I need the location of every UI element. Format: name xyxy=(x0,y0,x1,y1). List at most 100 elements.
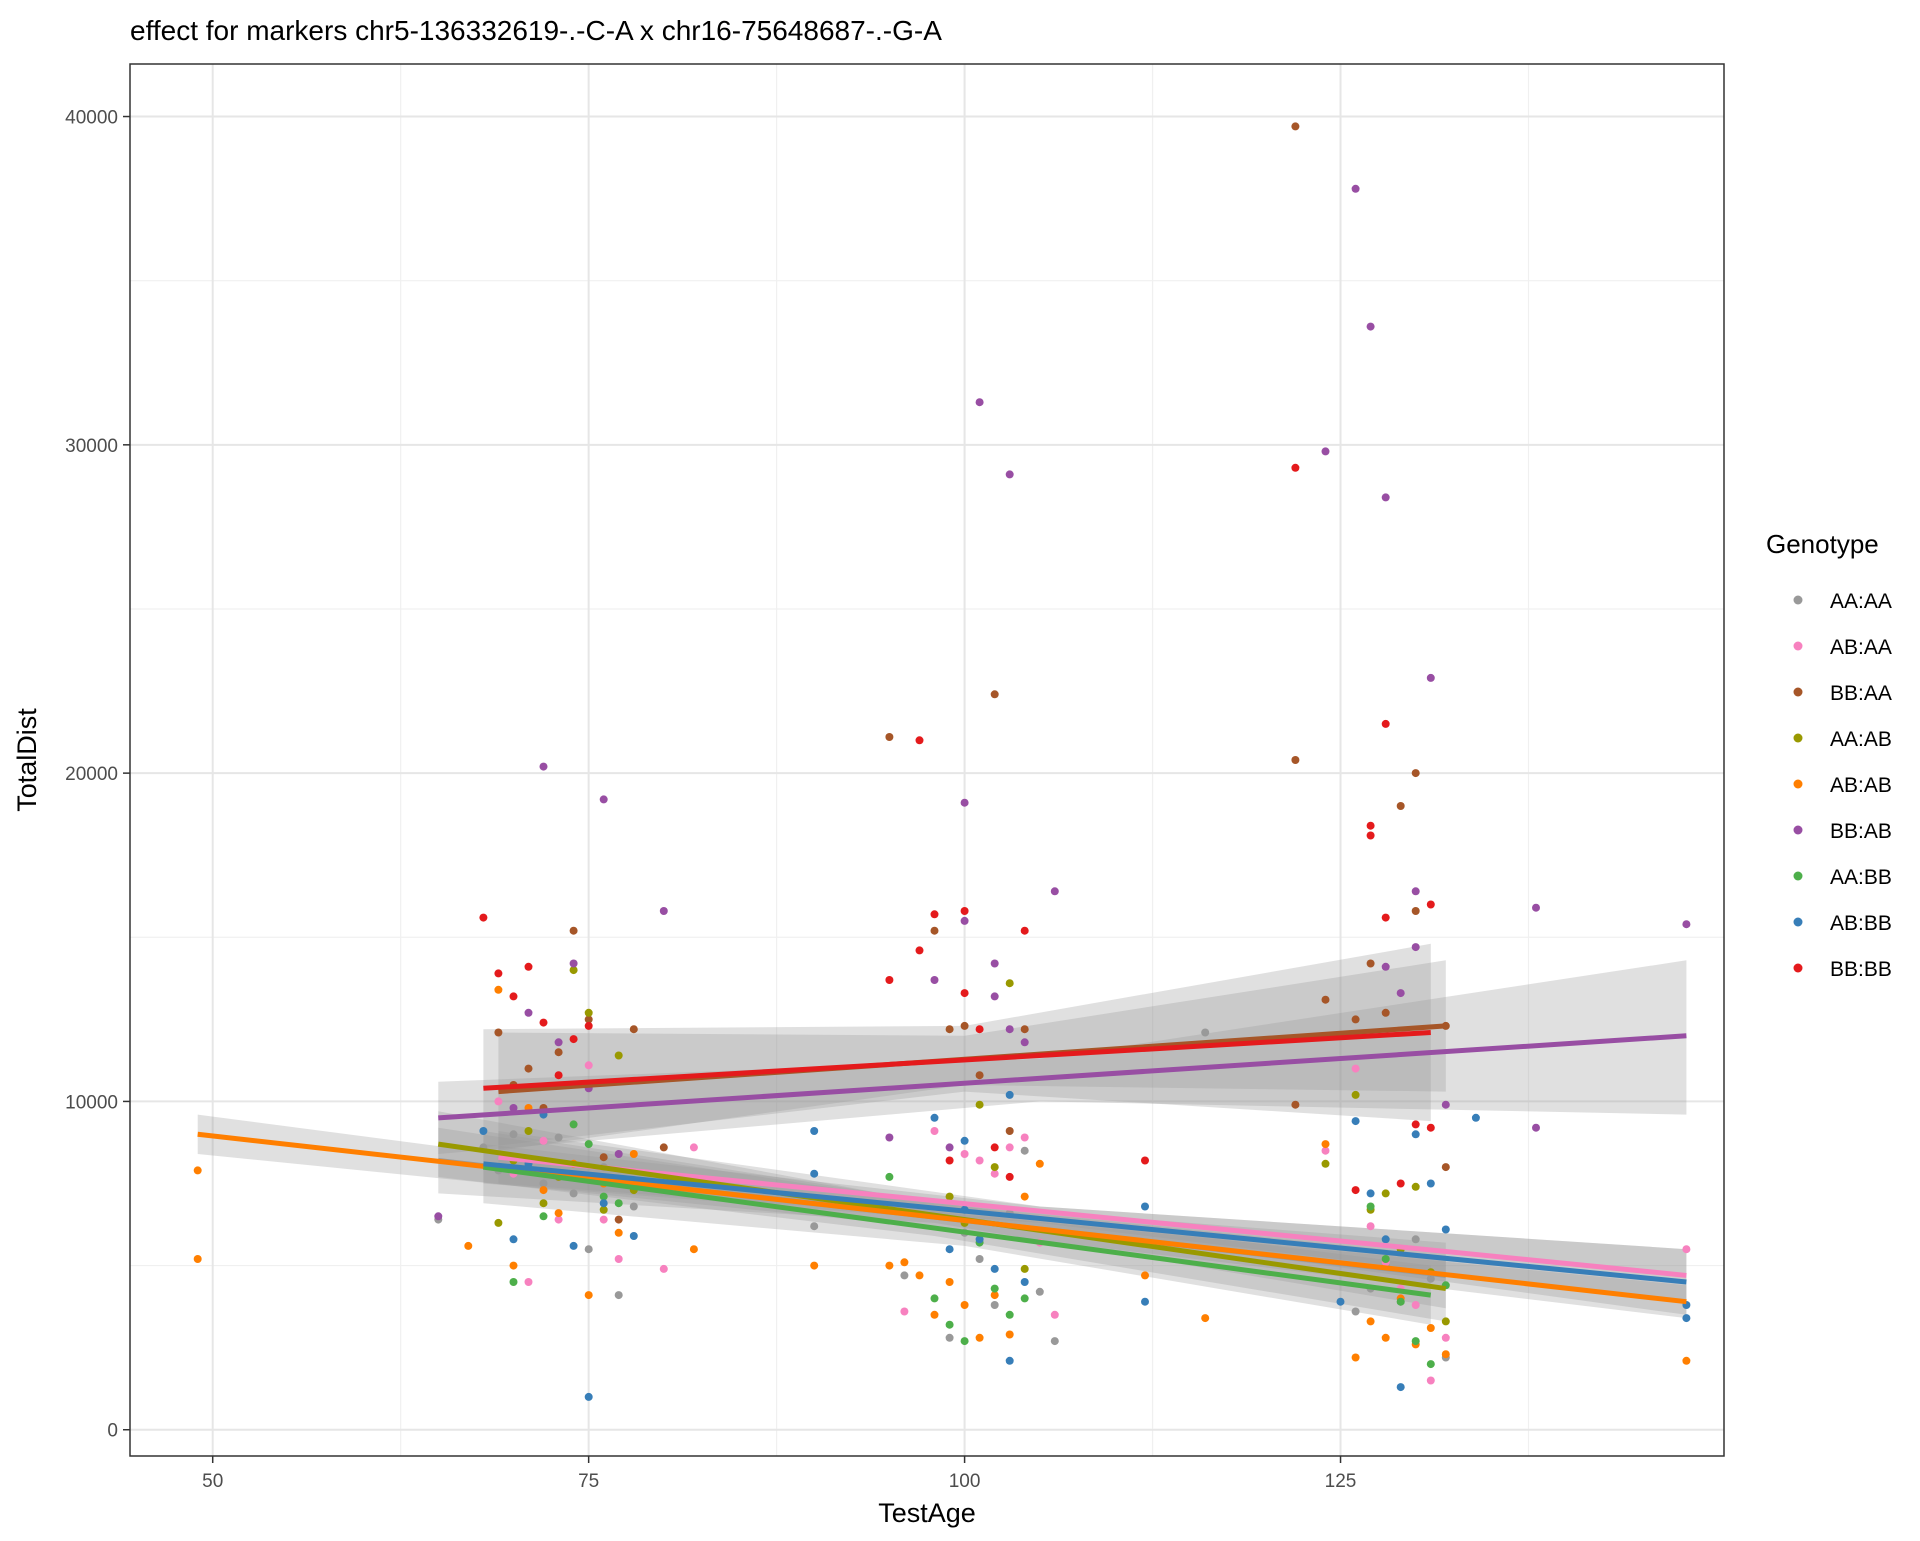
data-point xyxy=(584,1245,593,1254)
data-point xyxy=(1426,1360,1435,1369)
data-point xyxy=(990,1264,999,1273)
data-point xyxy=(509,992,518,1001)
data-point xyxy=(524,962,533,971)
data-point xyxy=(193,1166,202,1175)
data-point xyxy=(569,1241,578,1250)
legend-label: AB:AA xyxy=(1830,636,1892,659)
data-point xyxy=(1682,1245,1691,1254)
data-point xyxy=(1005,470,1014,479)
regression-line xyxy=(438,1033,1687,1121)
data-point xyxy=(494,1097,503,1106)
data-point xyxy=(494,1218,503,1227)
data-point xyxy=(569,926,578,935)
data-point xyxy=(1005,1090,1014,1099)
legend-label: AA:BB xyxy=(1830,866,1892,889)
data-point xyxy=(1366,1222,1375,1231)
data-point xyxy=(1020,1294,1029,1303)
legend-key xyxy=(1793,779,1803,789)
regression-line xyxy=(498,1154,1687,1278)
data-point xyxy=(614,1228,623,1237)
data-point xyxy=(539,1018,548,1027)
x-tick-label: 100 xyxy=(949,1471,981,1492)
data-point xyxy=(524,1127,533,1135)
data-point xyxy=(1366,1202,1375,1211)
data-point xyxy=(1532,1123,1540,1132)
data-point xyxy=(629,1025,638,1034)
legend-label: AB:AB xyxy=(1830,774,1892,797)
legend-key xyxy=(1793,871,1803,881)
data-point xyxy=(1426,1376,1435,1385)
x-tick-label: 50 xyxy=(202,1471,223,1492)
data-point xyxy=(1366,821,1375,830)
data-point xyxy=(960,989,969,998)
plot-panel xyxy=(130,64,1724,1456)
data-point xyxy=(1396,1297,1405,1306)
data-point xyxy=(960,1021,969,1030)
y-axis-label: TotalDist xyxy=(12,708,42,812)
data-point xyxy=(1426,1274,1435,1283)
data-point xyxy=(1396,1383,1405,1392)
data-point xyxy=(1005,1143,1014,1152)
data-point xyxy=(1396,989,1405,998)
data-point xyxy=(1291,756,1300,764)
data-point xyxy=(960,1301,969,1309)
data-point xyxy=(1441,1350,1450,1359)
regression-line xyxy=(197,1131,1687,1305)
data-point xyxy=(990,959,999,968)
y-axis: 0 10000 20000 30000 40000 xyxy=(65,108,130,1442)
data-point xyxy=(524,1064,533,1073)
y-tick-label: 20000 xyxy=(65,764,118,785)
data-point xyxy=(584,1392,593,1401)
data-point xyxy=(614,1291,623,1300)
data-point xyxy=(1035,1287,1044,1296)
data-point xyxy=(1351,1064,1360,1073)
data-point xyxy=(614,1215,623,1224)
x-axis-label: TestAge xyxy=(878,1498,976,1528)
data-point xyxy=(614,1199,623,1208)
data-point xyxy=(990,992,999,1001)
data-point xyxy=(539,1186,548,1195)
data-point xyxy=(1141,1297,1149,1306)
data-point xyxy=(629,1232,638,1240)
data-point xyxy=(569,1189,578,1198)
legend: Genotype AA:AA AB:AA BB:AA AA:AB AB:AB BB:AB A… xyxy=(1766,529,1892,981)
data-point xyxy=(1381,913,1390,922)
data-point xyxy=(1366,1317,1375,1326)
legend-key xyxy=(1793,687,1803,697)
y-tick-label: 30000 xyxy=(65,436,118,457)
data-point xyxy=(193,1255,202,1263)
data-point xyxy=(509,1130,518,1139)
data-point xyxy=(1020,1146,1029,1155)
data-point xyxy=(1020,1025,1029,1034)
data-point xyxy=(1471,1113,1480,1122)
data-point xyxy=(1291,1100,1300,1109)
data-point xyxy=(1321,1159,1330,1168)
data-point xyxy=(1441,1333,1450,1342)
data-point xyxy=(1005,1330,1014,1339)
legend-key xyxy=(1793,963,1803,973)
data-point xyxy=(1201,1314,1210,1323)
y-tick-label: 40000 xyxy=(65,108,118,129)
data-point xyxy=(1411,1337,1420,1346)
data-point xyxy=(1291,463,1300,472)
x-axis: 50 75 100 125 xyxy=(202,1456,1356,1492)
data-point xyxy=(975,1156,984,1165)
data-point xyxy=(689,1143,698,1152)
data-point xyxy=(900,1271,909,1280)
data-point xyxy=(975,1025,984,1034)
data-point xyxy=(584,1140,593,1149)
legend-title: Genotype xyxy=(1766,529,1879,559)
data-point xyxy=(599,1215,608,1224)
data-point xyxy=(1411,907,1420,915)
data-point xyxy=(1336,1297,1345,1306)
data-point xyxy=(1351,1090,1360,1099)
data-point xyxy=(810,1169,819,1178)
data-point xyxy=(614,1255,623,1263)
legend-label: AB:BB xyxy=(1830,912,1892,935)
plot-panel-border xyxy=(129,63,1725,1457)
data-point xyxy=(1020,1192,1029,1201)
legend-key xyxy=(1793,733,1803,743)
regression-line xyxy=(483,1029,1431,1091)
data-point xyxy=(584,1015,593,1024)
data-point xyxy=(960,798,969,807)
